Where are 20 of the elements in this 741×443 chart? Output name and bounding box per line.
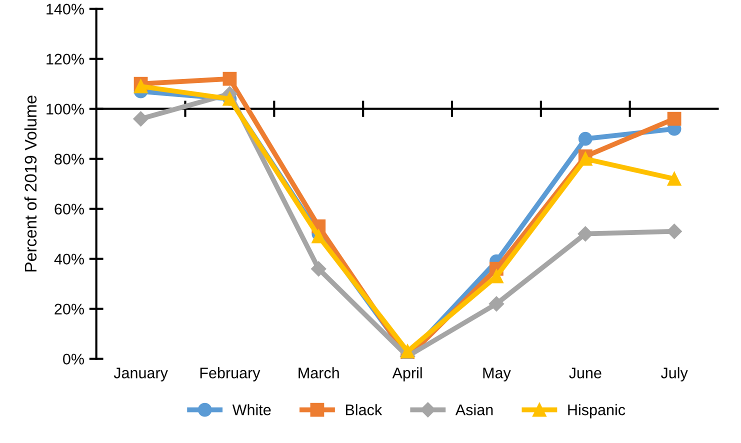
y-tick-label: 20% — [54, 304, 84, 315]
y-tick-label: 0% — [63, 354, 84, 365]
legend-label: Asian — [455, 404, 493, 416]
x-tick-label: January — [114, 368, 168, 382]
y-axis-title: Percent of 2019 Volume — [24, 96, 37, 272]
legend-label: Black — [346, 404, 382, 416]
y-tick-label: 120% — [46, 54, 84, 65]
y-tick-label: 80% — [54, 154, 84, 165]
x-tick-label: July — [660, 367, 688, 382]
x-tick-label: April — [392, 367, 422, 382]
y-tick-label: 140% — [46, 4, 84, 15]
x-tick-label: June — [569, 368, 602, 378]
x-tick-label: March — [298, 367, 339, 378]
y-tick-label: 40% — [54, 254, 84, 265]
legend-label: White — [232, 404, 271, 416]
y-tick-label: 60% — [54, 204, 84, 215]
y-tick-label: 100% — [46, 104, 84, 115]
legend-label: Hispanic — [568, 404, 626, 418]
x-tick-label: February — [200, 367, 260, 382]
x-tick-label: May — [483, 368, 511, 382]
